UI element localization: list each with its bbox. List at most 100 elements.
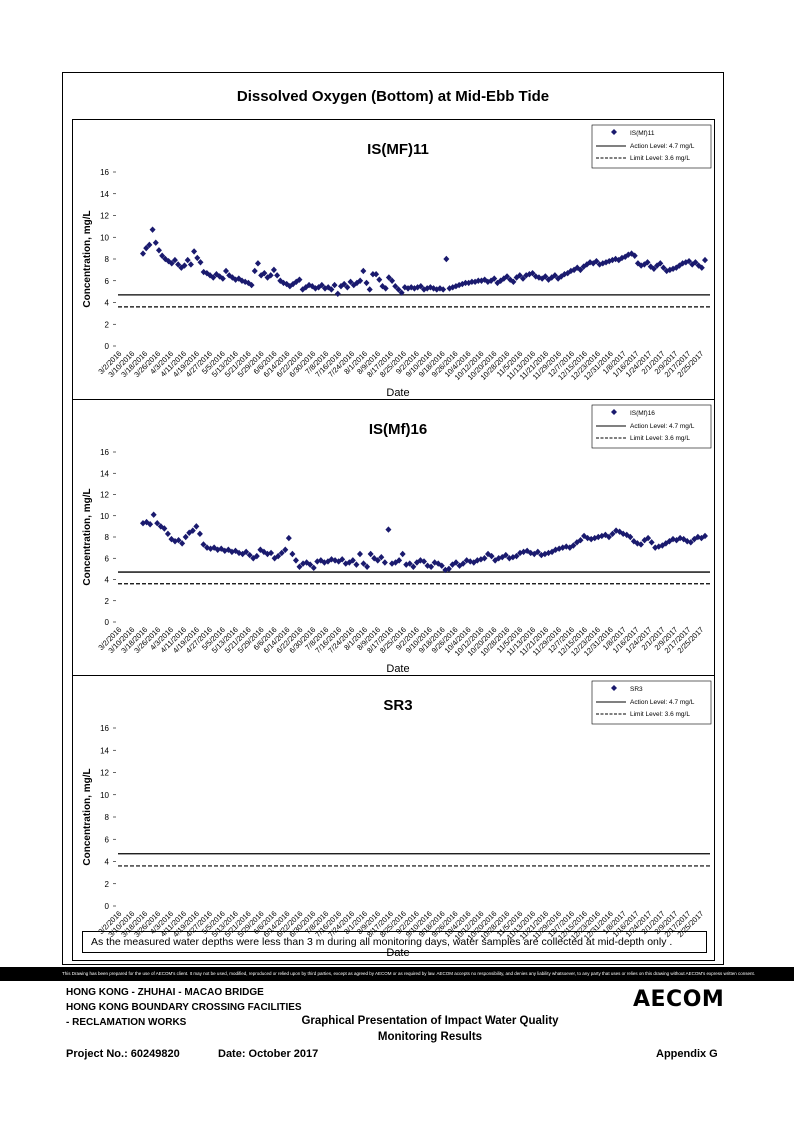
data-point bbox=[475, 277, 482, 284]
legend-action-label: Action Level: 4.7 mg/L bbox=[630, 423, 695, 430]
data-point bbox=[385, 526, 392, 533]
chart-panel-is-mf-11: IS(MF)11 Concentration, mg/L 0 2 4 6 8 10 12 14 16… bbox=[72, 119, 715, 401]
data-point bbox=[591, 534, 598, 542]
data-point bbox=[238, 277, 245, 284]
data-point bbox=[171, 256, 178, 264]
data-point bbox=[516, 272, 523, 279]
data-point bbox=[468, 278, 475, 286]
data-point bbox=[307, 561, 314, 568]
disclaimer-bar: This Drawing has been prepared for the u… bbox=[0, 967, 794, 981]
y-tick-label: 0 bbox=[105, 342, 110, 351]
data-point bbox=[285, 534, 292, 542]
y-axis-label: Concentration, mg/L bbox=[82, 488, 93, 585]
y-tick-label: 2 bbox=[105, 597, 110, 606]
chart-title: SR3 bbox=[383, 697, 412, 714]
data-point bbox=[492, 557, 499, 564]
y-tick-label: 6 bbox=[105, 277, 110, 286]
data-point bbox=[211, 544, 218, 551]
data-point bbox=[531, 550, 538, 558]
data-point bbox=[223, 267, 230, 275]
data-point bbox=[398, 289, 405, 296]
data-point bbox=[253, 552, 260, 560]
data-point bbox=[549, 548, 556, 556]
y-tick-label: 2 bbox=[105, 320, 110, 329]
data-point bbox=[577, 536, 584, 544]
data-point bbox=[214, 546, 221, 553]
data-point bbox=[337, 282, 344, 290]
data-point bbox=[613, 527, 620, 534]
data-point bbox=[534, 548, 541, 556]
data-point bbox=[570, 542, 577, 549]
data-point bbox=[157, 523, 164, 530]
data-point bbox=[605, 533, 612, 541]
data-point bbox=[481, 555, 488, 562]
data-point bbox=[677, 534, 684, 542]
y-tick-label: 16 bbox=[100, 448, 109, 457]
y-tick-label: 2 bbox=[105, 880, 110, 889]
data-point bbox=[219, 275, 226, 282]
x-axis-label: Date bbox=[386, 663, 409, 675]
data-point bbox=[374, 557, 381, 564]
data-point bbox=[634, 540, 641, 547]
data-point bbox=[379, 282, 386, 290]
data-point bbox=[694, 533, 701, 541]
data-point bbox=[184, 256, 191, 264]
data-point bbox=[551, 272, 558, 279]
data-point bbox=[161, 525, 168, 532]
data-point bbox=[154, 519, 161, 527]
data-point bbox=[627, 533, 634, 541]
data-point bbox=[686, 257, 693, 265]
data-point bbox=[535, 274, 542, 281]
chart-is-mf-11: IS(MF)11 Concentration, mg/L 0 2 4 6 8 10 12 14 16… bbox=[82, 124, 712, 399]
data-point bbox=[360, 267, 367, 275]
data-point bbox=[684, 538, 691, 545]
data-point bbox=[268, 549, 275, 557]
chart-legend: IS(Mf)11 Action Level: 4.7 mg/L Limit Leve… bbox=[591, 124, 712, 169]
data-point bbox=[456, 562, 463, 569]
data-point bbox=[499, 553, 506, 561]
data-point bbox=[520, 548, 527, 556]
data-point bbox=[517, 549, 524, 557]
data-point bbox=[485, 550, 492, 558]
data-point bbox=[140, 250, 146, 257]
data-point bbox=[698, 534, 705, 542]
data-point bbox=[392, 559, 399, 566]
data-point bbox=[289, 550, 296, 558]
y-tick-label: 0 bbox=[105, 902, 110, 911]
data-point bbox=[251, 267, 258, 275]
data-point bbox=[181, 262, 188, 269]
data-point bbox=[424, 562, 431, 569]
data-point bbox=[556, 545, 563, 552]
data-point bbox=[644, 259, 651, 266]
data-point bbox=[403, 561, 410, 568]
data-point bbox=[453, 559, 460, 566]
data-point bbox=[226, 272, 233, 279]
data-point bbox=[210, 274, 217, 281]
chart-panel-sr3: SR3 Concentration, mg/L 0 2 4 6 8 10 12 14 16 3/2/2… bbox=[72, 675, 715, 961]
data-point bbox=[332, 557, 339, 564]
data-point bbox=[399, 550, 406, 558]
data-point bbox=[143, 244, 150, 252]
data-point bbox=[257, 546, 264, 553]
legend-limit-label: Limit Level: 3.6 mg/L bbox=[630, 711, 690, 718]
page-title: Dissolved Oxygen (Bottom) at Mid-Ebb Tid… bbox=[236, 88, 550, 105]
footer-project-line1: HONG KONG - ZHUHAI - MACAO BRIDGE bbox=[66, 987, 264, 998]
data-point bbox=[666, 266, 673, 274]
data-point bbox=[584, 534, 591, 542]
data-point bbox=[239, 550, 246, 558]
data-point bbox=[194, 254, 201, 262]
legend-series-label: SR3 bbox=[630, 686, 643, 693]
data-point bbox=[159, 252, 166, 259]
data-point bbox=[349, 557, 356, 564]
data-point bbox=[182, 533, 189, 541]
footer-project-line2: HONG KONG BOUNDARY CROSSING FACILITIES bbox=[66, 1002, 302, 1013]
legend-action-label: Action Level: 4.7 mg/L bbox=[630, 699, 695, 706]
data-point bbox=[417, 557, 424, 564]
y-tick-label: 16 bbox=[100, 168, 109, 177]
data-point bbox=[200, 541, 207, 548]
data-point bbox=[509, 553, 516, 561]
y-tick-label: 6 bbox=[105, 554, 110, 563]
data-point bbox=[334, 290, 341, 297]
data-point bbox=[363, 279, 370, 287]
data-point bbox=[342, 560, 349, 567]
